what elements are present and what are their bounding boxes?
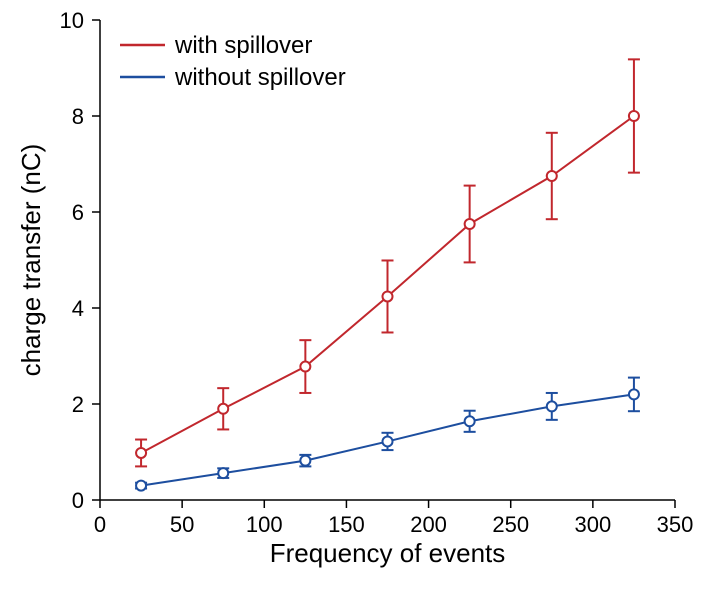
data-marker [300, 456, 310, 466]
legend-label: with spillover [174, 32, 312, 59]
legend-label: without spillover [174, 64, 346, 91]
y-tick-label: 4 [72, 296, 84, 321]
x-axis-label: Frequency of events [270, 538, 506, 568]
chart-container: 0 50 100 150 200 250 300 350 0 2 4 6 8 10 Frequency of… [0, 0, 707, 590]
chart-svg: 0 50 100 150 200 250 300 350 0 2 4 6 8 10 Frequency of… [0, 0, 707, 590]
y-tick-label: 6 [72, 200, 84, 225]
data-marker [218, 468, 228, 478]
y-tick-label: 2 [72, 392, 84, 417]
data-marker [383, 436, 393, 446]
data-marker [136, 448, 146, 458]
y-tick-label: 8 [72, 104, 84, 129]
data-marker [547, 401, 557, 411]
data-marker [383, 291, 393, 301]
x-tick-label: 250 [492, 512, 529, 537]
x-tick-label: 0 [94, 512, 106, 537]
data-marker [629, 111, 639, 121]
data-marker [465, 219, 475, 229]
x-tick-label: 350 [657, 512, 694, 537]
data-marker [629, 389, 639, 399]
y-tick-label: 10 [60, 8, 84, 33]
data-marker [465, 416, 475, 426]
y-tick-label: 0 [72, 488, 84, 513]
data-marker [547, 171, 557, 181]
data-marker [218, 404, 228, 414]
x-tick-label: 300 [574, 512, 611, 537]
x-tick-label: 100 [246, 512, 283, 537]
data-marker [300, 362, 310, 372]
data-marker [136, 481, 146, 491]
x-tick-label: 200 [410, 512, 447, 537]
y-axis-label: charge transfer (nC) [16, 144, 46, 377]
x-tick-label: 150 [328, 512, 365, 537]
x-tick-label: 50 [170, 512, 194, 537]
